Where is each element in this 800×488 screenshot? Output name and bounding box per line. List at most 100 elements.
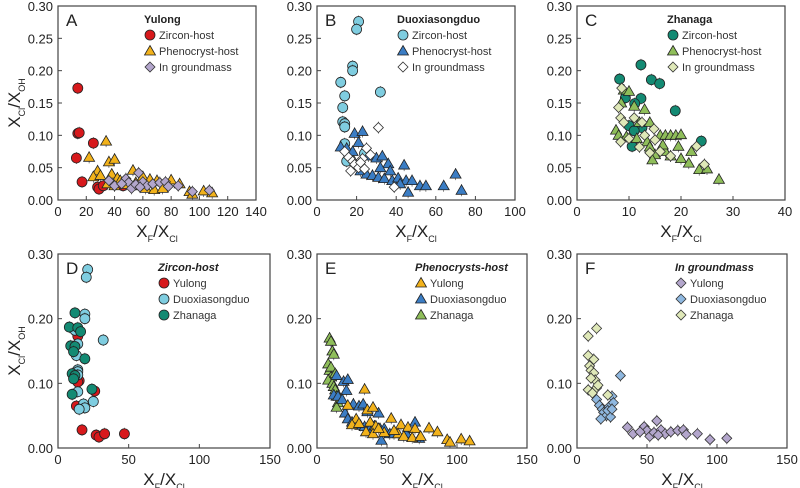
panel-label: C [585, 11, 597, 30]
data-point [635, 59, 647, 71]
data-point [397, 430, 410, 441]
x-tick-label: 80 [468, 204, 482, 219]
y-tick-label: 0.30 [547, 0, 572, 14]
legend-marker [158, 309, 170, 321]
data-point [672, 140, 685, 151]
data-point [327, 347, 340, 359]
data-point [324, 335, 338, 346]
legend-marker [414, 276, 428, 288]
x-tick-label: 50 [380, 452, 394, 467]
y-tick-label: 0.30 [28, 247, 53, 262]
x-tick-label: 60 [429, 204, 443, 219]
data-point [394, 418, 408, 430]
series-in-groundmass [339, 121, 400, 194]
y-tick-label: 0.20 [28, 312, 53, 327]
data-point [337, 102, 349, 113]
data-point [622, 85, 636, 96]
x-tick-label: 0 [573, 452, 580, 467]
data-point [364, 415, 377, 427]
data-point [614, 370, 626, 382]
data-point [339, 90, 351, 102]
legend-marker [666, 44, 680, 56]
data-point [704, 434, 716, 446]
data-point [455, 432, 468, 444]
data-point [345, 165, 357, 177]
x-axis-label: XF/XCl [401, 470, 442, 488]
x-tick-label: 150 [516, 452, 538, 467]
legend-label: Phenocryst-host [159, 46, 238, 58]
legend-label: Duoxiasongduo [430, 294, 506, 306]
data-point [414, 430, 427, 441]
data-point [82, 151, 96, 162]
panel-label: F [585, 259, 595, 278]
x-tick-label: 80 [164, 204, 178, 219]
x-tick-label: 40 [778, 204, 792, 219]
data-point [592, 379, 604, 391]
series-zhanaga [63, 306, 98, 401]
y-tick-label: 0.00 [547, 193, 572, 208]
legend-title: In groundmass [675, 262, 754, 274]
x-tick-label: 100 [706, 452, 728, 467]
y-tick-label: 0.05 [287, 161, 312, 176]
legend-marker [675, 309, 687, 321]
legend-label: In groundmass [412, 62, 485, 74]
data-point [669, 105, 681, 117]
x-tick-label: 0 [54, 452, 61, 467]
data-point [357, 397, 370, 409]
x-axis-label: XF/XCl [661, 470, 702, 488]
data-point [358, 163, 371, 175]
data-point [330, 400, 343, 412]
data-point [654, 145, 666, 158]
x-tick-label: 20 [349, 204, 363, 219]
y-tick-label: 0.20 [28, 64, 53, 79]
series-in-groundmass [613, 82, 710, 171]
data-point [648, 123, 660, 135]
data-point [388, 181, 400, 193]
legend-label: Zircon-host [682, 30, 737, 42]
legend-label: Yulong [173, 278, 207, 290]
x-tick-label: 100 [446, 452, 468, 467]
panel-label: B [325, 11, 336, 30]
data-point [651, 415, 663, 427]
x-axis-label: XF/XCl [660, 222, 701, 244]
y-tick-label: 0.15 [547, 96, 572, 111]
y-tick-label: 0.30 [547, 247, 572, 262]
data-point [405, 174, 419, 186]
data-point [372, 406, 385, 418]
legend-marker [397, 61, 409, 73]
data-point [643, 116, 656, 127]
x-axis-label: XF/XCl [136, 222, 177, 244]
y-tick-label: 0.30 [287, 0, 312, 14]
y-tick-label: 0.10 [28, 376, 53, 391]
x-tick-label: 20 [79, 204, 93, 219]
y-tick-label: 0.10 [547, 128, 572, 143]
data-point [99, 428, 111, 440]
series-zircon-host [70, 82, 129, 196]
legend-label: Zircon-host [412, 30, 467, 42]
data-point [70, 152, 82, 164]
data-point [372, 422, 385, 434]
series-yulong [341, 382, 476, 449]
data-point [638, 103, 651, 114]
data-point [374, 161, 387, 173]
data-point [591, 322, 603, 334]
data-point [649, 134, 661, 146]
series-yulong [621, 414, 733, 446]
data-point [633, 141, 645, 153]
data-point [443, 435, 457, 447]
panel-e: 0 50 100 150 0.00 0.10 0.20 0.30 XF/XCl E Phenocry… [287, 247, 538, 488]
data-point [378, 172, 391, 184]
data-point [387, 424, 401, 435]
data-point [119, 428, 130, 440]
data-point [172, 180, 184, 192]
data-point [351, 23, 363, 35]
data-point [364, 149, 377, 161]
legend-label: Phenocryst-host [412, 46, 491, 58]
data-point [691, 428, 703, 440]
data-point [623, 133, 635, 145]
y-tick-label: 0.20 [287, 64, 312, 79]
data-point [615, 136, 627, 148]
data-point [630, 132, 643, 143]
legend-marker [158, 293, 170, 305]
legend-marker [144, 61, 156, 73]
